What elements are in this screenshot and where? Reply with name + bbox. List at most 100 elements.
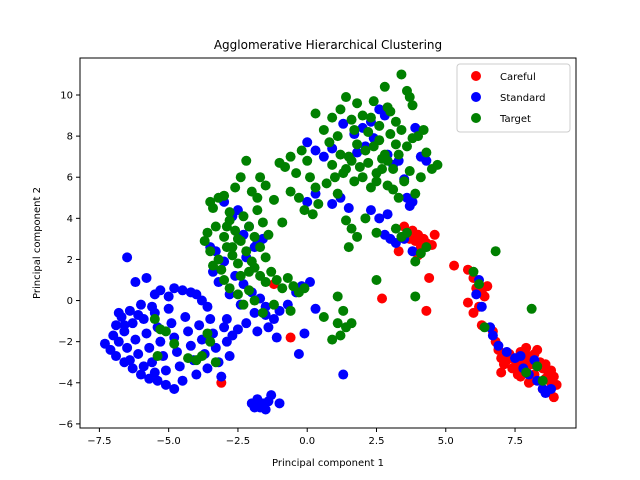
point-target-19 xyxy=(304,172,315,183)
y-axis: −6 −4 −2 0 2 4 6 8 10 xyxy=(58,91,80,430)
point-standard-81 xyxy=(249,307,260,318)
point-standard-96 xyxy=(232,324,243,335)
point-target-10 xyxy=(255,172,266,183)
point-standard-97 xyxy=(241,318,252,329)
point-target-171 xyxy=(335,330,346,341)
point-careful-26 xyxy=(462,297,473,308)
point-target-138 xyxy=(390,139,401,150)
point-careful-12 xyxy=(424,272,435,283)
point-standard-56 xyxy=(224,351,235,362)
point-target-165 xyxy=(410,291,421,302)
point-standard-24 xyxy=(135,299,146,310)
point-target-45 xyxy=(255,242,266,253)
point-target-15 xyxy=(285,151,296,162)
point-standard-40 xyxy=(180,312,191,322)
point-target-131 xyxy=(432,159,443,170)
legend-label-standard: Standard xyxy=(500,93,546,104)
legend-marker-target xyxy=(471,113,481,123)
x-tick-label: −2.5 xyxy=(226,436,250,447)
point-standard-63 xyxy=(152,375,163,386)
y-tick-label: 10 xyxy=(60,91,73,102)
point-target-111 xyxy=(321,178,332,189)
point-standard-107 xyxy=(299,328,310,339)
x-tick-label: 7.5 xyxy=(507,436,523,447)
point-target-26 xyxy=(277,217,288,228)
point-target-72 xyxy=(257,307,268,318)
legend-label-careful: Careful xyxy=(500,72,536,83)
point-target-44 xyxy=(252,205,263,216)
point-careful-11 xyxy=(393,246,404,257)
point-standard-20 xyxy=(124,305,135,316)
point-target-133 xyxy=(363,157,374,168)
point-target-79 xyxy=(169,338,180,349)
point-target-168 xyxy=(332,318,343,329)
point-standard-39 xyxy=(177,375,188,386)
point-standard-123 xyxy=(302,137,313,148)
point-target-139 xyxy=(352,139,363,150)
point-target-9 xyxy=(252,192,263,203)
point-target-144 xyxy=(396,124,407,135)
x-tick-label: 2.5 xyxy=(369,436,385,447)
point-standard-67 xyxy=(138,361,149,372)
point-target-85 xyxy=(196,351,207,362)
point-standard-154 xyxy=(410,122,421,133)
y-tick-label: −2 xyxy=(58,337,73,348)
point-standard-156 xyxy=(421,155,432,166)
point-standard-117 xyxy=(266,390,277,401)
point-standard-6 xyxy=(169,283,180,294)
point-target-113 xyxy=(332,188,343,199)
point-target-71 xyxy=(299,283,310,294)
point-target-99 xyxy=(390,116,401,127)
point-target-140 xyxy=(346,155,357,166)
points-layer xyxy=(99,69,562,415)
point-standard-58 xyxy=(111,351,122,362)
point-standard-163 xyxy=(501,346,512,357)
point-standard-68 xyxy=(149,367,160,378)
point-standard-95 xyxy=(221,314,232,325)
y-tick-label: −4 xyxy=(58,378,73,389)
point-careful-57 xyxy=(501,355,512,366)
point-target-68 xyxy=(282,272,293,283)
point-target-156 xyxy=(371,227,382,238)
y-tick-label: 6 xyxy=(67,173,73,184)
point-target-32 xyxy=(219,231,230,242)
point-standard-65 xyxy=(169,383,180,394)
point-standard-42 xyxy=(185,340,196,351)
y-axis-title: Principal component 2 xyxy=(32,187,43,299)
point-target-40 xyxy=(241,246,252,257)
point-target-158 xyxy=(390,223,401,234)
point-target-166 xyxy=(332,291,343,302)
point-target-104 xyxy=(418,124,429,135)
point-target-137 xyxy=(385,129,396,140)
point-target-75 xyxy=(202,328,213,339)
point-target-66 xyxy=(271,275,282,285)
point-target-110 xyxy=(324,137,335,148)
point-target-181 xyxy=(532,361,543,372)
point-standard-34 xyxy=(163,303,174,314)
point-target-18 xyxy=(302,155,313,166)
point-careful-24 xyxy=(479,291,490,302)
point-target-17 xyxy=(296,145,307,156)
point-target-94 xyxy=(363,127,374,137)
point-careful-18 xyxy=(449,260,460,271)
point-careful-52 xyxy=(548,392,559,403)
x-tick-label: −7.5 xyxy=(87,436,111,447)
point-standard-115 xyxy=(260,404,271,415)
point-standard-45 xyxy=(194,320,205,331)
point-target-16 xyxy=(291,168,302,179)
point-careful-13 xyxy=(421,305,432,316)
point-target-128 xyxy=(415,172,426,183)
point-standard-135 xyxy=(352,147,363,158)
point-target-6 xyxy=(235,172,246,183)
point-target-20 xyxy=(310,182,321,193)
point-standard-150 xyxy=(379,229,390,240)
point-standard-0 xyxy=(122,252,133,263)
point-target-149 xyxy=(382,155,393,166)
point-target-5 xyxy=(230,182,241,193)
point-target-41 xyxy=(244,221,255,232)
point-target-29 xyxy=(205,246,216,257)
point-target-39 xyxy=(238,211,249,222)
point-target-47 xyxy=(260,252,271,263)
point-target-23 xyxy=(299,205,310,216)
